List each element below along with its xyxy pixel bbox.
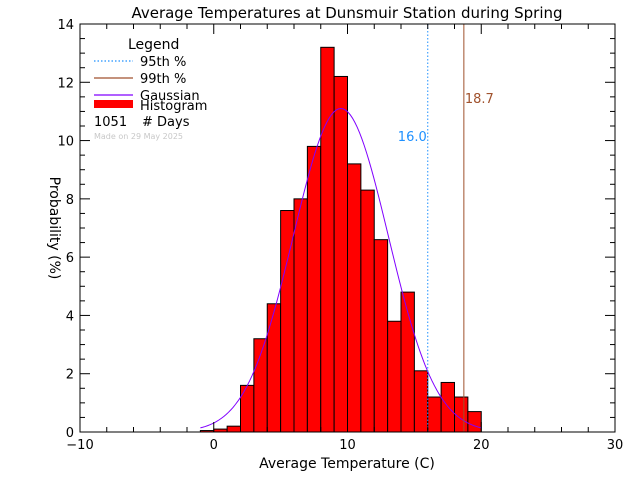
histogram-bar: [320, 46, 335, 433]
plot-area: 16.0 18.7: [199, 24, 494, 433]
x-axis-label: Average Temperature (C): [259, 456, 435, 472]
histogram-bar: [240, 384, 255, 433]
histogram-bar: [280, 210, 295, 433]
y-tick-label: 12: [57, 76, 74, 91]
percentile-label: 18.7: [465, 92, 494, 107]
histogram-bar: [427, 396, 442, 433]
x-tick-label: 30: [607, 438, 624, 453]
x-tick-label: 0: [210, 438, 218, 453]
legend-title: Legend: [128, 37, 179, 53]
x-axis: −10 0 10 20 30: [66, 24, 623, 453]
histogram-bar: [266, 303, 282, 433]
histogram-bar: [306, 145, 322, 433]
histogram-bar: [293, 198, 308, 433]
histogram-bar: [360, 189, 375, 433]
y-tick-label: 6: [66, 251, 74, 266]
histogram-bar: [467, 411, 482, 433]
legend-days-label: # Days: [142, 115, 190, 130]
legend-days-count: 1051: [94, 115, 127, 130]
histogram-bar: [454, 396, 469, 433]
y-tick-label: 2: [66, 368, 74, 383]
legend-label-gaussian: Gaussian: [140, 89, 200, 104]
y-tick-label: 10: [57, 135, 74, 150]
legend: Legend 95th % 99th % Gaussian Histogram …: [94, 37, 207, 141]
y-axis-label: Probability (%): [46, 177, 62, 280]
histogram-bar: [387, 320, 402, 433]
y-tick-label: 0: [66, 426, 74, 441]
gaussian-curve: [200, 108, 482, 429]
legend-label-95th: 95th %: [140, 55, 186, 70]
y-tick-label: 14: [57, 18, 74, 33]
percentile-label: 16.0: [398, 130, 427, 145]
histogram-bar: [413, 370, 429, 433]
histogram-bar: [347, 163, 362, 433]
histogram-bar: [333, 75, 348, 433]
y-tick-label: 8: [66, 193, 74, 208]
x-tick-label: 20: [473, 438, 490, 453]
x-tick-label: 10: [339, 438, 356, 453]
legend-swatch-histogram: [94, 100, 133, 108]
chart-title: Average Temperatures at Dunsmuir Station…: [131, 4, 562, 22]
y-tick-label: 4: [66, 309, 74, 324]
histogram-bar: [226, 425, 241, 433]
x-tick-label: −10: [66, 438, 93, 453]
legend-label-histogram: Histogram: [140, 99, 207, 114]
histogram-bar: [253, 338, 268, 433]
legend-label-99th: 99th %: [140, 72, 186, 87]
histogram-bar: [373, 239, 389, 433]
y-axis: 0 2 4 6 8 10 12 14: [57, 18, 615, 441]
made-on-note: Made on 29 May 2025: [94, 132, 183, 141]
